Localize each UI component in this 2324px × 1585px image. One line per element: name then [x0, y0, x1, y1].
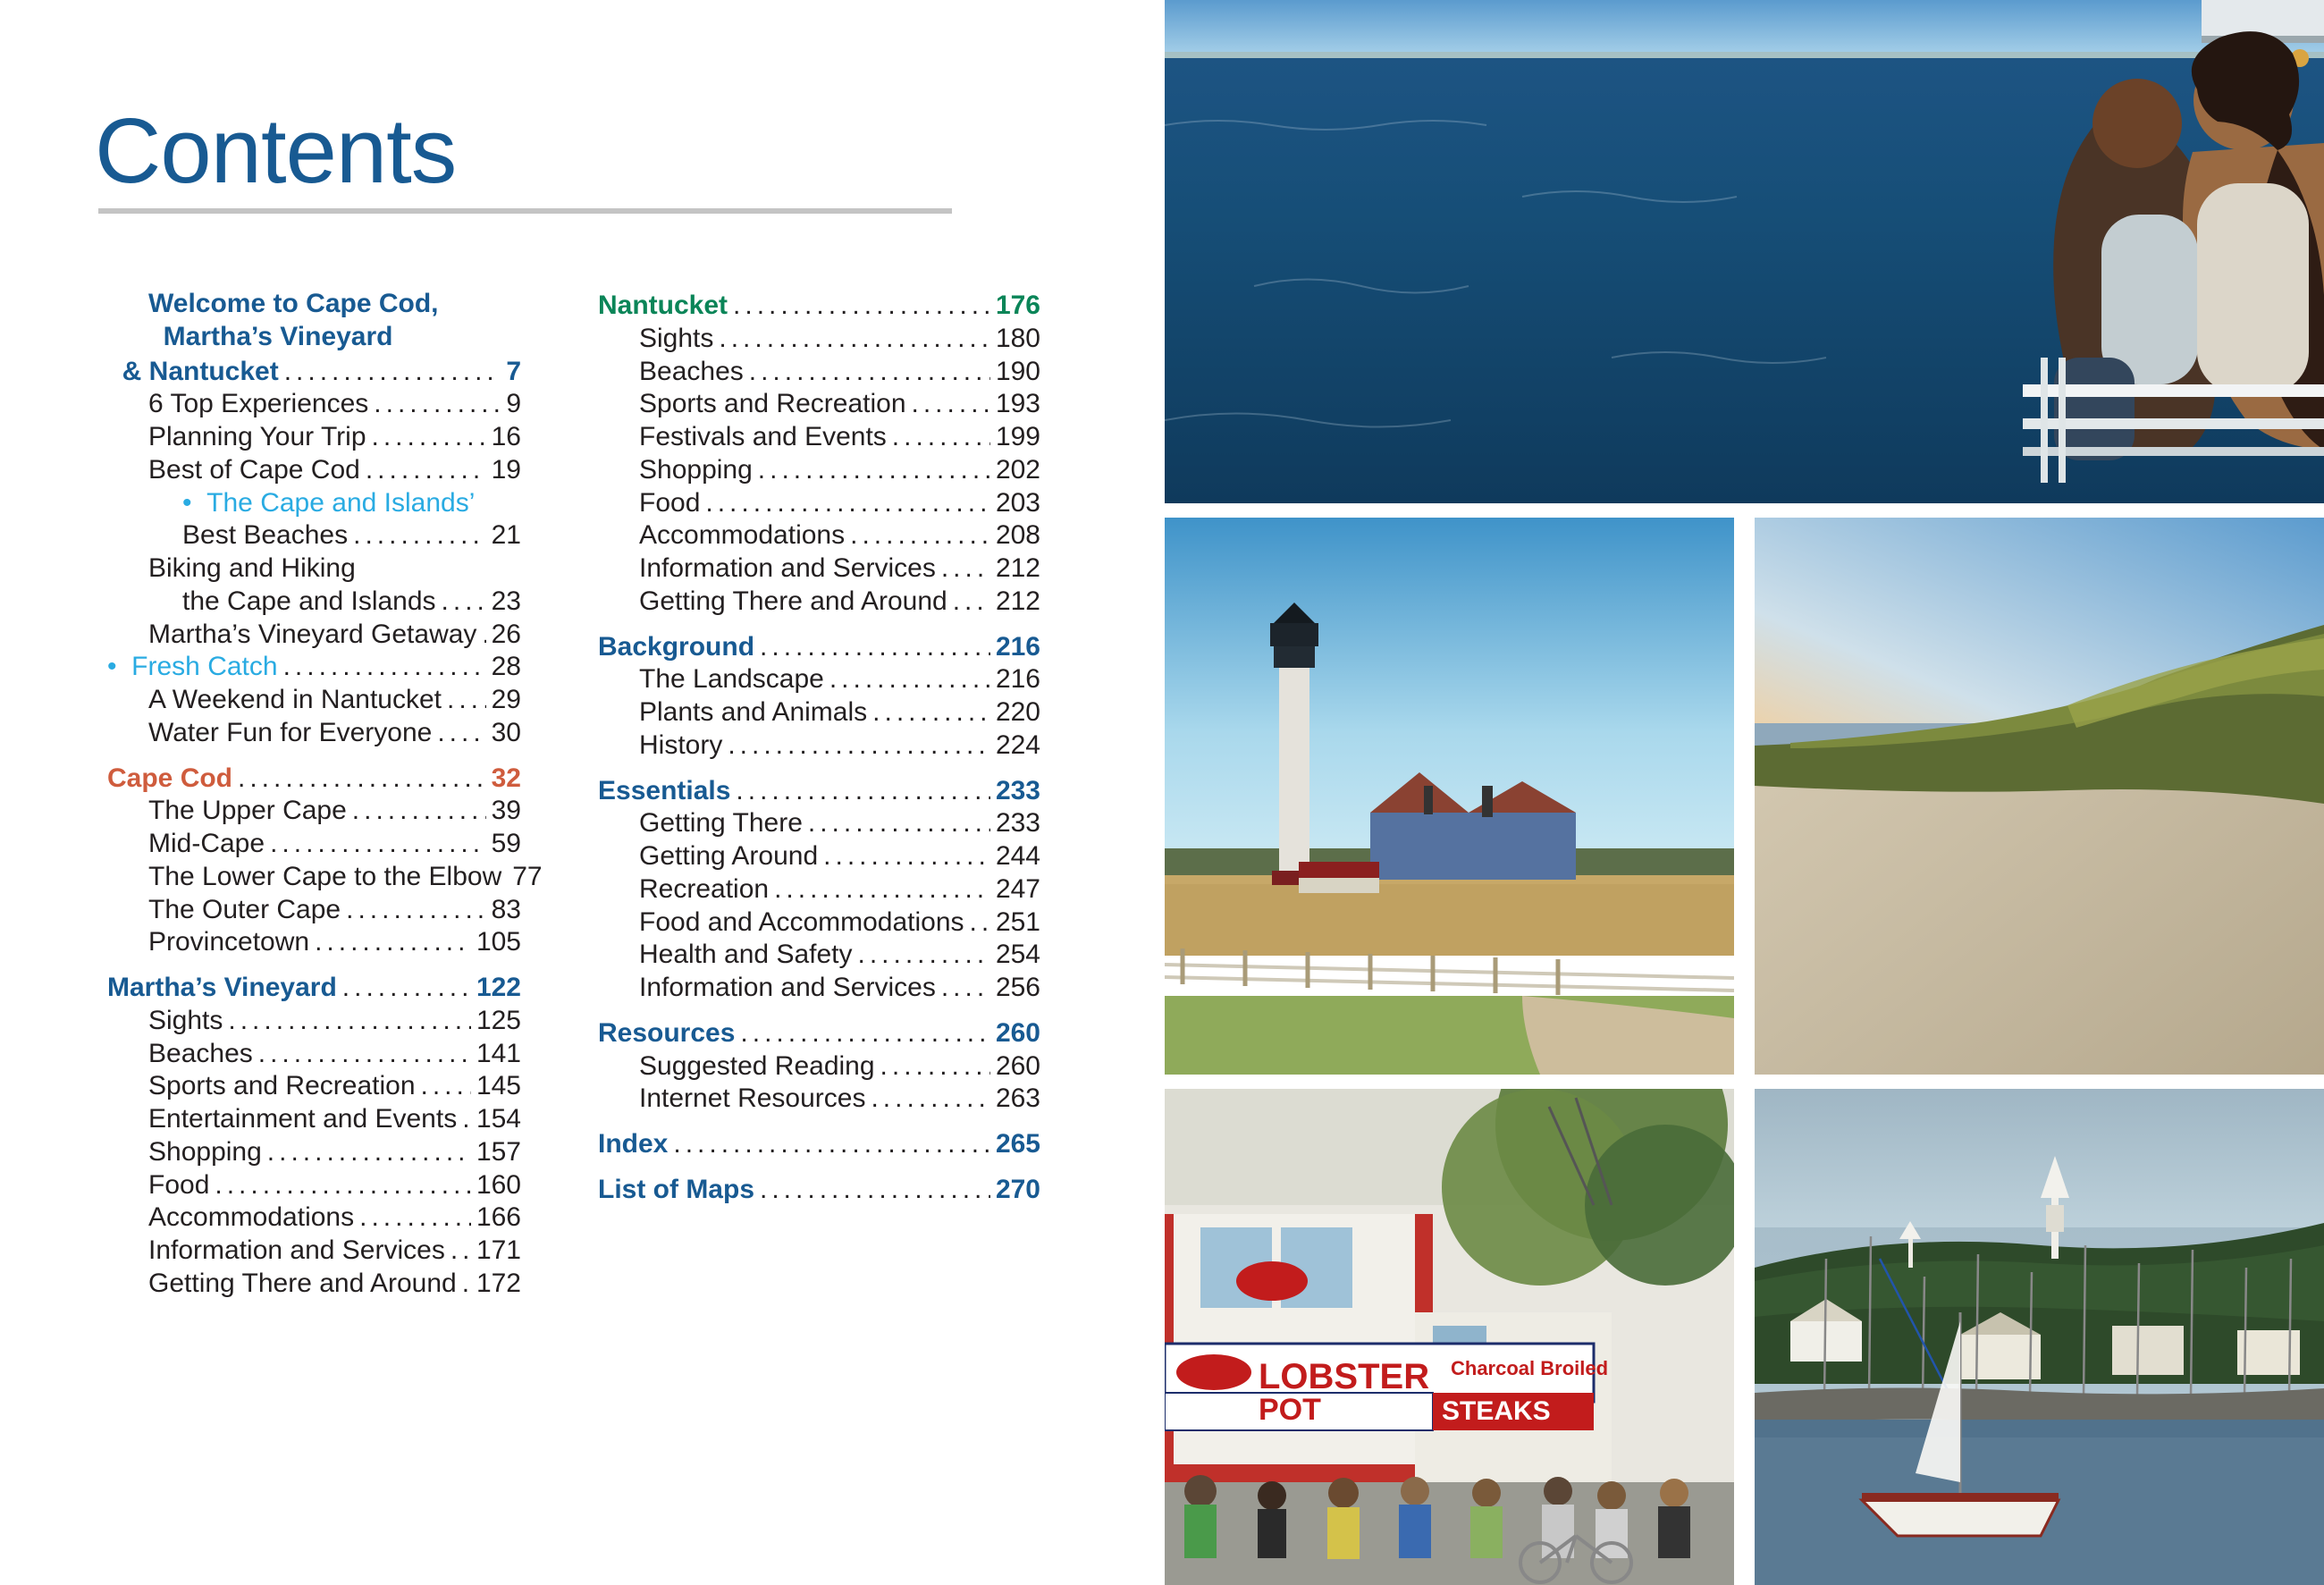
- svg-text:POT: POT: [1259, 1393, 1321, 1427]
- svg-text:Charcoal Broiled: Charcoal Broiled: [1451, 1357, 1608, 1379]
- svg-text:STEAKS: STEAKS: [1442, 1396, 1551, 1426]
- svg-text:LOBSTER: LOBSTER: [1259, 1357, 1429, 1396]
